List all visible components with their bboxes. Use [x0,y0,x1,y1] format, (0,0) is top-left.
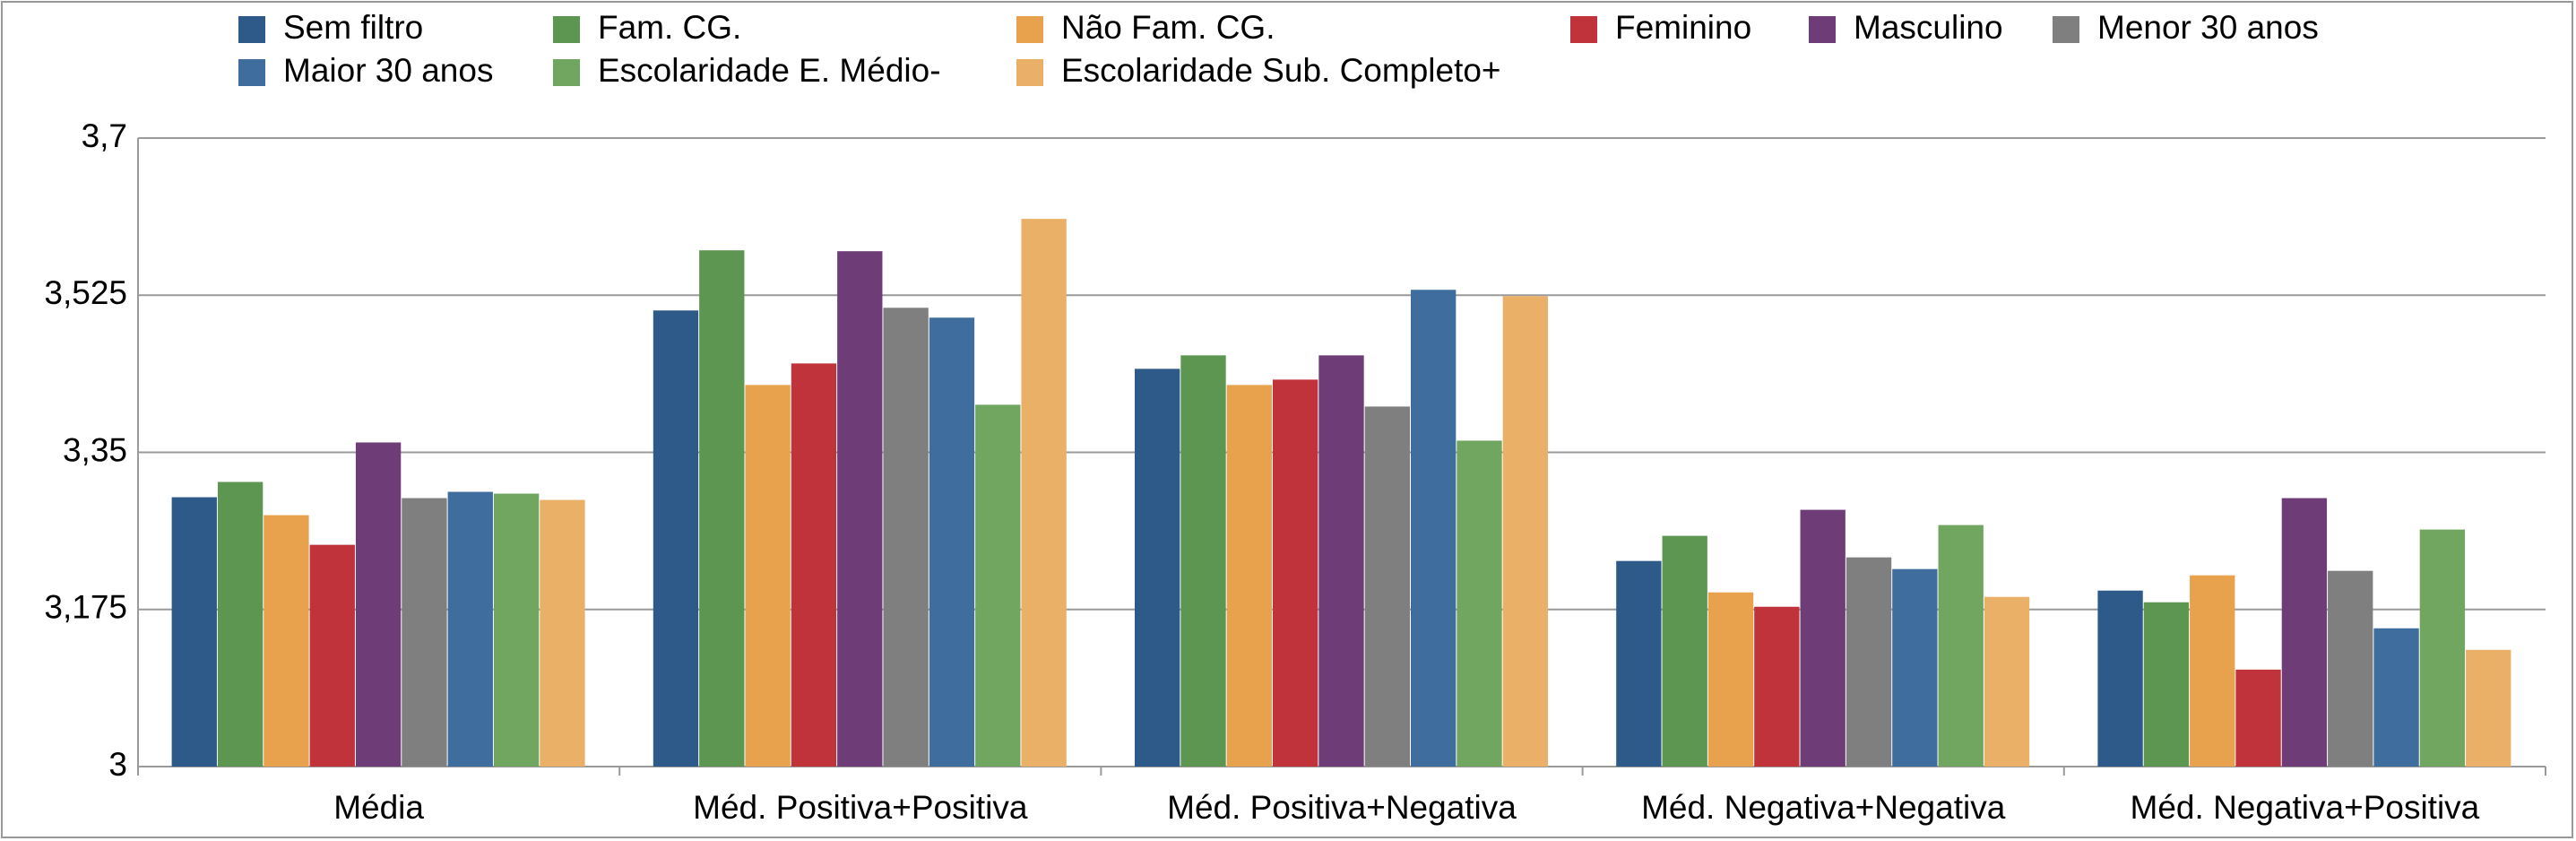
legend-label: Menor 30 anos [2097,9,2319,46]
bar [355,442,402,767]
bar [1364,406,1410,767]
bar [1502,296,1548,767]
bar [1938,525,1984,767]
legend-swatch [1570,16,1597,43]
bar [309,544,355,767]
x-tick-label: Méd. Negativa+Negativa [1641,789,2006,826]
bar [699,250,745,767]
bar [217,481,264,767]
bar [2373,628,2419,767]
bar [975,404,1021,767]
bar [540,499,585,767]
bar [1800,509,1846,767]
bar [1273,379,1318,767]
bar [1410,290,1457,767]
bar [447,491,493,767]
bar [745,385,791,767]
legend-swatch [553,59,580,86]
bar [1180,355,1226,767]
bar [493,493,540,767]
legend-label: Maior 30 anos [283,52,493,89]
legend-label: Sem filtro [283,9,423,46]
x-tick-label: Méd. Positiva+Positiva [693,789,1028,826]
bar [171,497,217,767]
bar [1984,596,2030,767]
bar [791,363,837,767]
bar [2328,570,2373,767]
legend-swatch [1016,16,1043,43]
bar [1707,592,1754,767]
bar [1754,606,1800,767]
legend-swatch [553,16,580,43]
bar [1135,368,1180,767]
y-tick-label: 3 [108,746,127,783]
y-tick-label: 3,7 [82,117,127,154]
y-tick-label: 3,525 [44,274,127,311]
bar [1318,355,1364,767]
x-tick-label: Méd. Negativa+Positiva [2131,789,2480,826]
legend-swatch [2053,16,2079,43]
bar [1616,560,1662,767]
bar [929,317,975,767]
bar [1021,219,1067,767]
legend-label: Fam. CG. [598,9,741,46]
bar [2097,590,2143,767]
legend-label: Não Fam. CG. [1061,9,1275,46]
bar [653,310,699,767]
legend-swatch [1016,59,1043,86]
bar [2466,649,2511,767]
legend-label: Escolaridade E. Médio- [598,52,941,89]
bar [2235,669,2281,767]
bar [2143,602,2190,767]
legend-label: Escolaridade Sub. Completo+ [1061,52,1501,89]
x-tick-label: Média [333,789,424,826]
bar [1457,440,1502,767]
x-tick-label: Méd. Positiva+Negativa [1167,789,1517,826]
legend-swatch [238,16,265,43]
y-tick-label: 3,35 [63,431,127,468]
bar [402,498,447,767]
legend-label: Feminino [1615,9,1751,46]
bar [837,251,883,767]
legend-label: Masculino [1854,9,2003,46]
bar [2281,498,2328,767]
legend-swatch [1809,16,1836,43]
bar [2190,575,2235,767]
bar [883,308,929,767]
bar [264,515,309,767]
bar [2419,529,2466,767]
bar [1662,535,1707,767]
bar [1892,568,1938,767]
bar [1226,385,1273,767]
bar [1846,557,1892,767]
y-tick-label: 3,175 [44,589,127,626]
legend-swatch [238,59,265,86]
